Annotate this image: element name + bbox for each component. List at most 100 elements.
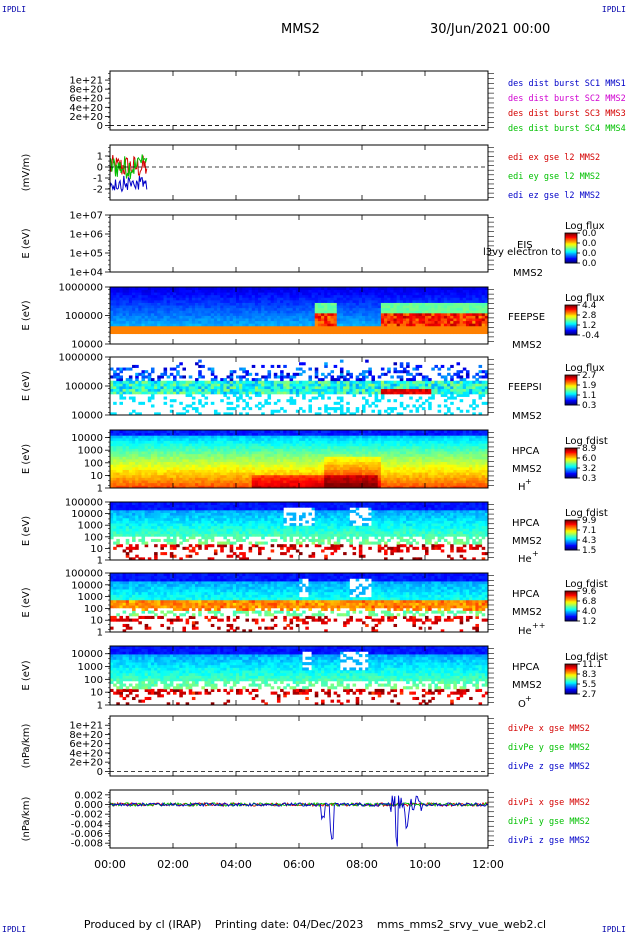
hpca_h-cell	[251, 477, 256, 481]
feeps_e-cell	[276, 302, 281, 306]
feeps_e-cell	[220, 297, 224, 301]
hpca_h-cell	[204, 451, 209, 455]
hpca_h-cell	[144, 432, 149, 436]
feeps_e-cell	[176, 302, 180, 306]
feeps_i-cell	[122, 367, 127, 371]
feeps_i-cell	[374, 391, 379, 395]
hpca_h-cell	[229, 469, 234, 473]
feeps_e-cell	[229, 307, 234, 311]
feeps_i-cell	[160, 391, 164, 395]
feeps_e-cell	[434, 325, 438, 329]
feeps_e-cell	[324, 310, 328, 314]
feeps_e-cell	[176, 292, 180, 296]
hpca_h-cell	[276, 466, 281, 470]
feeps_i-cell	[456, 380, 461, 384]
feeps_e-cell	[443, 320, 448, 324]
feeps_e-cell	[220, 299, 224, 303]
feeps_i-cell	[144, 388, 149, 392]
feeps_e-cell	[150, 310, 155, 314]
feeps_e-cell	[201, 331, 205, 335]
hpca_h-cell	[264, 469, 268, 473]
feeps_i-cell	[242, 388, 246, 392]
feeps_e-cell	[258, 287, 262, 290]
hpca_h-cell	[138, 466, 142, 470]
feeps_i-cell	[387, 399, 391, 403]
hpca_h-cell	[245, 482, 249, 486]
feeps_i-cell	[223, 383, 227, 387]
feeps_i-cell	[447, 372, 451, 376]
feeps_i-cell	[478, 383, 483, 387]
feeps_e-cell	[402, 299, 407, 303]
hpca_h-cell	[125, 466, 130, 470]
feeps_e-cell	[352, 323, 357, 327]
feeps_e-cell	[336, 310, 341, 314]
feeps_i-cell	[346, 409, 350, 413]
hpca_h-cell	[261, 474, 265, 478]
feeps_e-cell	[261, 323, 265, 327]
hpca_h-cell	[207, 477, 212, 481]
feeps_i-cell	[406, 370, 410, 374]
feeps_e-cell	[421, 328, 426, 332]
feeps_e-cell	[207, 312, 212, 316]
hpca_h-cell	[204, 482, 209, 486]
feeps_e-cell	[280, 297, 284, 301]
hpca_h-cell	[173, 435, 177, 439]
feeps_e-cell	[239, 325, 243, 329]
feeps_e-cell	[447, 292, 451, 296]
hpca_h-cell	[254, 474, 259, 478]
feeps_e-cell	[147, 325, 152, 329]
hpca_h-cell	[295, 451, 300, 455]
hpca_h-cell	[258, 453, 262, 457]
feeps_i-cell	[402, 383, 407, 387]
feeps_e-cell	[267, 292, 272, 296]
feeps_e-cell	[223, 331, 227, 335]
feeps_e-cell	[128, 292, 133, 296]
feeps_e-cell	[295, 325, 300, 329]
feeps_i-cell	[317, 383, 322, 387]
feeps_e-cell	[339, 315, 344, 319]
feeps_i-cell	[179, 383, 183, 387]
feeps_i-colorbar-step	[565, 375, 577, 377]
feeps_i-cell	[166, 388, 171, 392]
hpca_h-cell	[273, 466, 278, 470]
hpca_h-cell	[232, 459, 237, 463]
feeps_e-cell	[399, 310, 404, 314]
feeps_e-cell	[201, 320, 205, 324]
feeps_e-cell	[201, 305, 205, 309]
feeps_e-cell	[163, 305, 168, 309]
feeps_i-cell	[245, 404, 249, 408]
hpca_h-cell	[295, 443, 300, 447]
feeps_e-cell	[406, 294, 410, 298]
feeps_i-cell	[478, 364, 483, 368]
feeps_e-cell	[251, 312, 256, 316]
feeps_e-cell	[132, 323, 136, 327]
feeps_e-cell	[154, 310, 158, 314]
hpca_h-cell	[295, 474, 300, 478]
feeps_i-cell	[239, 380, 243, 384]
hpca_h-cell	[182, 437, 186, 441]
feeps_i-cell	[169, 404, 174, 408]
feeps_i-cell	[226, 391, 231, 395]
feeps_e-cell	[450, 325, 454, 329]
feeps_i-cell	[333, 380, 338, 384]
corner-label-br: IPDLI	[601, 925, 626, 934]
hpca_h-cell	[239, 472, 243, 476]
hpca_h-cell	[210, 469, 215, 473]
feeps_e-cell	[453, 318, 457, 322]
feeps_i-cell	[456, 362, 461, 366]
feeps_i-cell	[308, 388, 312, 392]
hpca_h-cell	[176, 437, 180, 441]
feeps_e-cell	[198, 287, 202, 290]
hpca_h-cell	[150, 448, 155, 452]
feeps_e-cell	[478, 297, 483, 301]
feeps_e-cell	[157, 320, 161, 324]
feeps_i-cell	[258, 401, 262, 405]
feeps_e-cell	[387, 302, 391, 306]
hpca_h-cell	[132, 437, 136, 441]
hpca_h-cell	[223, 466, 227, 470]
feeps_e-cell	[147, 328, 152, 332]
feeps_e-cell	[327, 294, 331, 298]
feeps_i-cell	[302, 370, 306, 374]
hpca_h-cell	[232, 469, 237, 473]
feeps_e-cell	[138, 289, 142, 293]
